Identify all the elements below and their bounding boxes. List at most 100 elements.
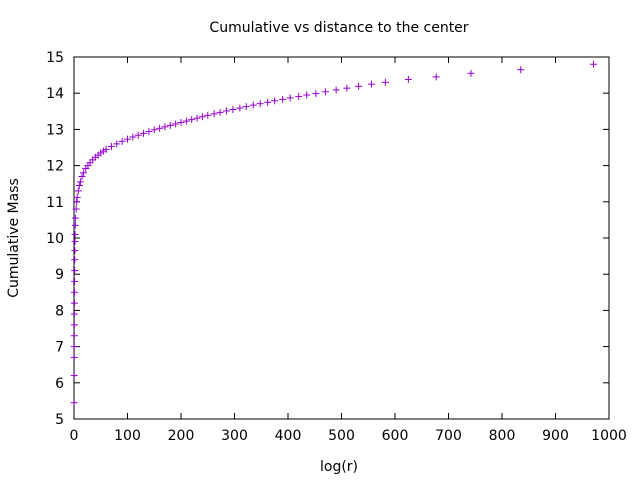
data-point — [210, 110, 218, 118]
y-tick-label: 8 — [55, 303, 64, 319]
y-tick-label: 15 — [46, 50, 64, 66]
data-point — [188, 116, 196, 124]
data-point — [124, 135, 131, 143]
data-point — [72, 205, 80, 213]
data-point — [355, 82, 363, 90]
data-point — [182, 117, 190, 125]
y-tick-label: 5 — [55, 412, 64, 428]
data-point — [193, 114, 201, 122]
data-point — [432, 73, 440, 81]
data-point — [343, 84, 351, 92]
data-point — [70, 372, 78, 380]
data-point — [71, 238, 79, 246]
data-point — [74, 187, 82, 195]
data-point — [295, 92, 303, 100]
data-point — [236, 104, 244, 112]
data-point — [76, 178, 84, 186]
x-axis: 0 100 200 300 400 500 600 700 800 900 1000 — [70, 57, 627, 444]
y-tick-label: 7 — [55, 340, 64, 356]
data-point — [161, 123, 169, 131]
data-point — [102, 145, 110, 153]
data-point — [107, 142, 115, 150]
x-tick-label: 600 — [382, 428, 409, 444]
data-point — [198, 113, 206, 121]
data-point — [589, 60, 597, 68]
data-point — [517, 66, 525, 74]
y-tick-label: 6 — [55, 376, 64, 392]
data-point — [242, 103, 250, 111]
x-tick-label: 300 — [221, 428, 248, 444]
data-point — [264, 98, 272, 106]
data-point — [134, 131, 142, 139]
data-point — [70, 332, 78, 340]
y-tick-label: 9 — [55, 267, 64, 283]
y-tick-label: 14 — [46, 86, 64, 102]
data-point — [150, 126, 158, 134]
data-point — [73, 193, 81, 201]
data-point — [367, 80, 375, 88]
data-point — [113, 140, 121, 148]
data-point — [118, 137, 126, 145]
y-tick-label: 10 — [46, 231, 64, 247]
data-point — [75, 182, 83, 190]
data-point — [222, 107, 230, 115]
y-axis-label: Cumulative Mass — [6, 178, 22, 298]
x-tick-label: 500 — [328, 428, 355, 444]
data-point — [204, 111, 212, 119]
data-point — [70, 343, 78, 351]
y-tick-label: 13 — [46, 122, 64, 138]
data-point — [172, 120, 180, 128]
data-point — [73, 198, 81, 206]
y-axis: 5 6 7 8 9 10 11 12 13 14 15 — [46, 50, 609, 428]
x-tick-label: 400 — [275, 428, 302, 444]
data-point — [145, 128, 153, 136]
data-point — [256, 100, 264, 108]
data-point — [312, 90, 320, 98]
data-point — [286, 94, 294, 102]
data-point — [80, 169, 88, 177]
data-point — [71, 277, 79, 285]
data-point — [140, 129, 148, 137]
data-points — [70, 60, 597, 407]
data-point — [71, 256, 79, 264]
x-tick-label: 700 — [435, 428, 462, 444]
data-point — [404, 75, 412, 83]
data-point — [71, 247, 79, 255]
data-point — [216, 108, 224, 116]
data-point — [129, 133, 137, 141]
data-point — [279, 95, 287, 103]
x-tick-label: 100 — [114, 428, 141, 444]
data-point — [70, 321, 78, 329]
data-point — [70, 353, 78, 361]
data-point — [177, 119, 185, 127]
data-point — [72, 214, 80, 222]
data-point — [321, 88, 329, 96]
data-point — [156, 124, 164, 132]
data-point — [70, 299, 78, 307]
plot-frame — [73, 56, 610, 420]
data-point — [381, 78, 389, 86]
data-point — [70, 399, 78, 407]
x-tick-label: 1000 — [591, 428, 627, 444]
y-tick-label: 12 — [46, 159, 64, 175]
data-point — [78, 172, 86, 180]
data-point — [71, 230, 79, 238]
data-point — [332, 86, 340, 94]
data-point — [271, 97, 279, 105]
data-point — [71, 288, 79, 296]
chart-title: Cumulative vs distance to the center — [209, 20, 468, 36]
x-tick-label: 200 — [168, 428, 195, 444]
x-axis-label: log(r) — [320, 459, 358, 475]
x-tick-label: 900 — [542, 428, 569, 444]
data-point — [71, 221, 79, 229]
data-point — [249, 101, 257, 109]
data-point — [70, 310, 78, 318]
data-point — [166, 121, 174, 129]
x-tick-label: 0 — [70, 428, 79, 444]
data-point — [467, 69, 475, 77]
data-point — [229, 105, 237, 113]
data-point — [303, 91, 311, 99]
y-tick-label: 11 — [46, 195, 64, 211]
x-tick-label: 800 — [489, 428, 516, 444]
